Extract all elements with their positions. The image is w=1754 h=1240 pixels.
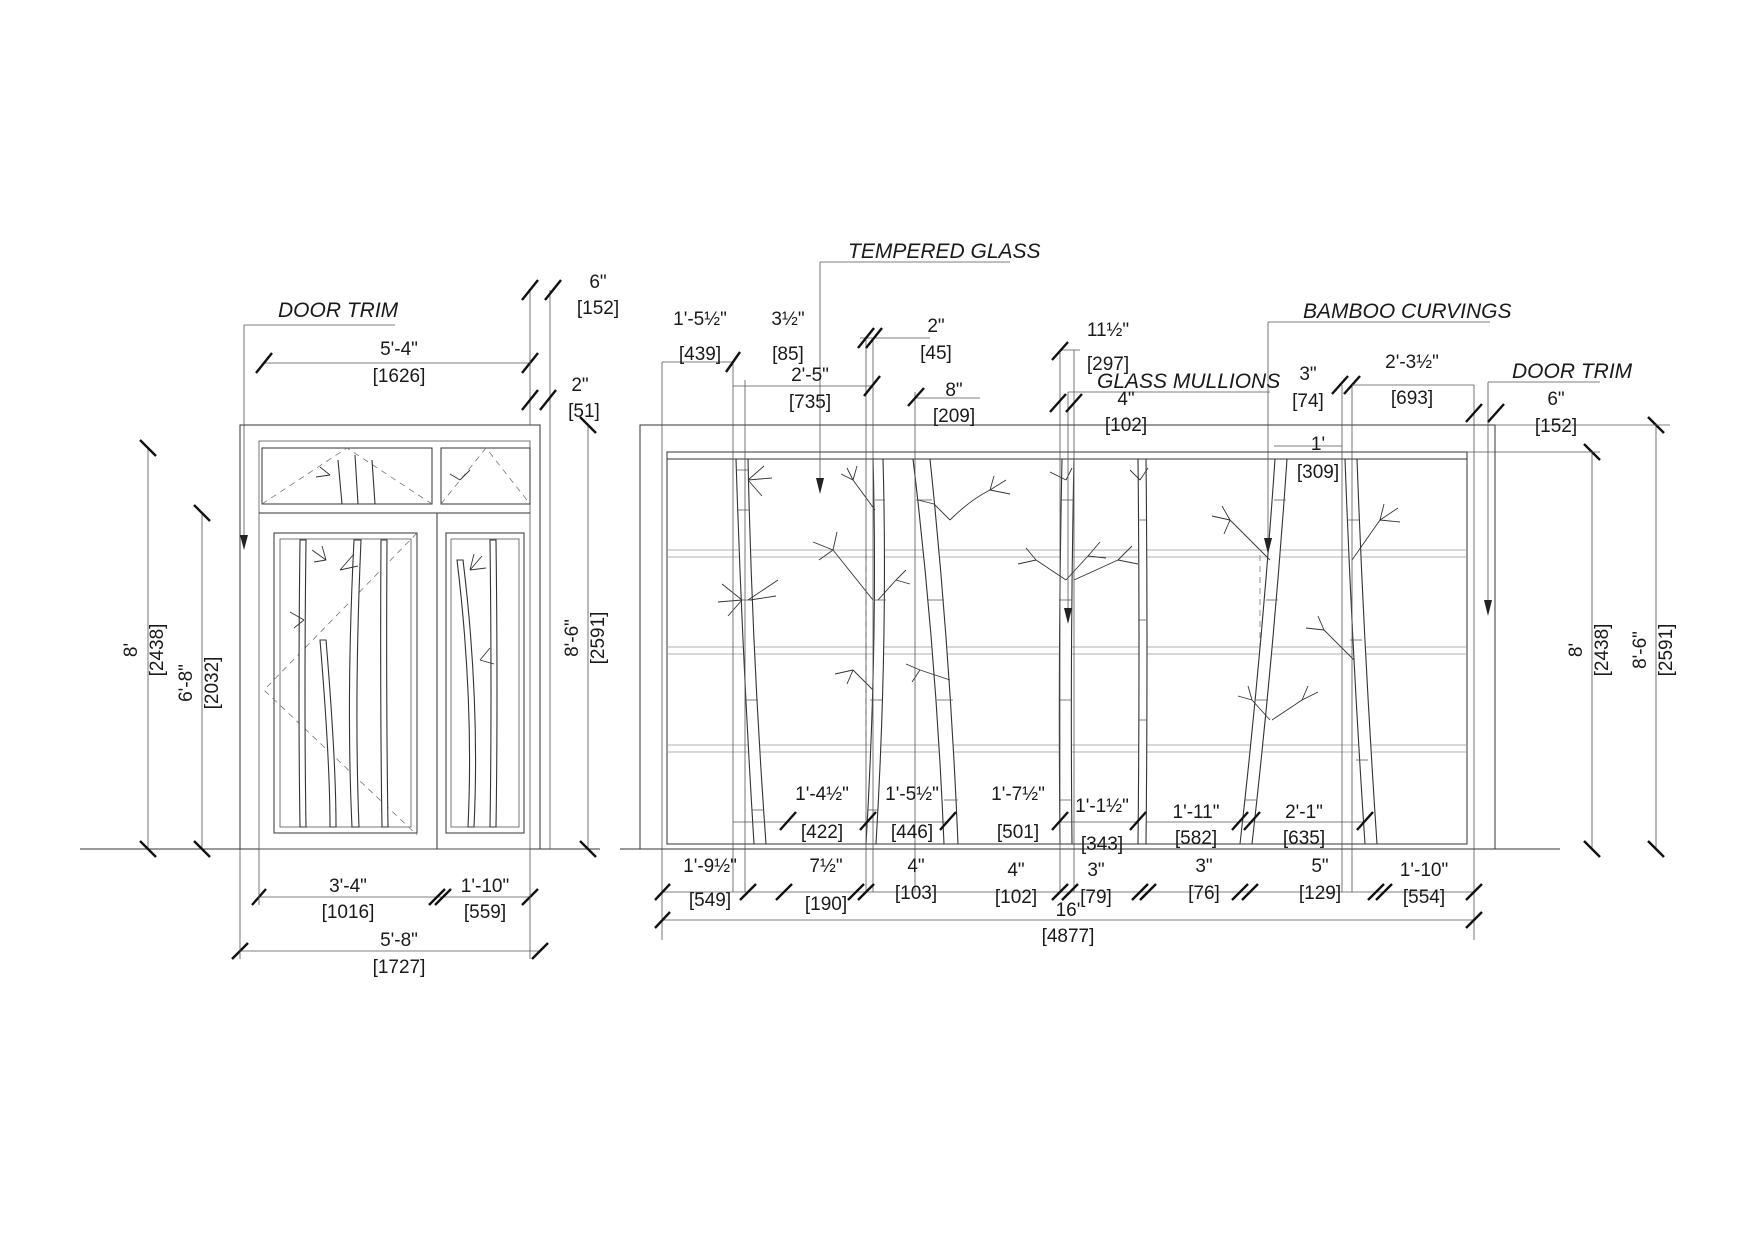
dim-top-d10-mm: [309] <box>1297 462 1339 483</box>
wall-bottom-dimension-texts: 1'-9½" [549] 7½" [190] 4" [103] 4" [102]… <box>683 856 1448 947</box>
door-elevation <box>80 424 600 850</box>
dim-frame-height: 8'-6" <box>562 619 583 657</box>
dim-door-top-width: 5'-4" <box>380 339 418 360</box>
dim-top-d6: 11½" <box>1087 320 1129 341</box>
dim-door-leaf-width-mm: [1016] <box>322 902 375 923</box>
dim-top-d3-mm: [735] <box>789 392 831 413</box>
dim-top-d2: 3½" <box>771 309 804 330</box>
label-tempered-glass: TEMPERED GLASS <box>848 240 1041 263</box>
dim-mid-m2: 1'-5½" <box>885 784 939 805</box>
dim-top-d5: 8" <box>945 380 962 401</box>
dim-bottom-b4-mm: [102] <box>995 887 1037 908</box>
door-dimensions <box>139 279 597 960</box>
wall-top-dimension-texts: 1'-5½" [439] 3½" [85] 2'-5" [735] 2" [45… <box>673 309 1577 483</box>
dim-top-d1: 1'-5½" <box>673 309 727 330</box>
dim-top-d3: 2'-5" <box>791 365 829 386</box>
dim-bottom-b3-mm: [103] <box>895 883 937 904</box>
dim-top-d9: 2'-3½" <box>1385 352 1439 373</box>
dim-bottom-b4: 4" <box>1007 860 1024 881</box>
dim-door-overall-height: 8' <box>121 643 142 657</box>
dim-top-d6-mm: [297] <box>1087 354 1129 375</box>
dim-trim-top-mm: [152] <box>577 298 619 319</box>
dim-top-d8-mm: [74] <box>1292 391 1324 412</box>
dim-wall-glass-height: 8' <box>1566 643 1587 657</box>
dim-trim-top: 6" <box>589 272 606 293</box>
dim-bottom-b2-mm: [190] <box>805 894 847 915</box>
dim-top-d5-mm: [209] <box>933 406 975 427</box>
label-bamboo-curvings: BAMBOO CURVINGS <box>1303 300 1511 323</box>
dim-mid-m2-mm: [446] <box>891 822 933 843</box>
dim-top-d8: 3" <box>1299 364 1316 385</box>
dim-top-d9-mm: [693] <box>1391 388 1433 409</box>
dim-door-height: 6'-8" <box>176 664 197 702</box>
dim-mid-m3: 1'-7½" <box>991 784 1045 805</box>
dim-top-d11-mm: [152] <box>1535 416 1577 437</box>
wall-dimensions <box>654 261 1670 940</box>
dim-mid-m1-mm: [422] <box>801 822 843 843</box>
dim-bottom-b1: 1'-9½" <box>683 856 737 877</box>
dim-door-top-width-mm: [1626] <box>373 366 426 387</box>
wall-mid-dimension-texts: 1'-4½" [422] 1'-5½" [446] 1'-7½" [501] 1… <box>795 784 1325 855</box>
dim-top-d10: 1' <box>1311 434 1325 455</box>
label-door-trim-right: DOOR TRIM <box>1512 360 1633 383</box>
dim-mid-m4: 1'-1½" <box>1075 796 1129 817</box>
dim-bottom-b2: 7½" <box>809 856 842 877</box>
dim-top-d4-mm: [45] <box>920 343 952 364</box>
dim-door-leaf-width: 3'-4" <box>329 876 367 897</box>
dim-bottom-b7: 5" <box>1311 856 1328 877</box>
dim-bottom-b7-mm: [129] <box>1299 883 1341 904</box>
dim-mid-m5: 1'-11" <box>1173 802 1220 823</box>
door-dimension-texts: DOOR TRIM 5'-4" [1626] 6" [152] 2" [51] … <box>121 272 619 978</box>
dim-sidelight-width: 1'-10" <box>461 876 509 897</box>
dim-door-height-mm: [2032] <box>202 657 223 710</box>
dim-mid-m4-mm: [343] <box>1081 834 1123 855</box>
dim-wall-total-height-mm: [2591] <box>1656 624 1677 677</box>
dim-trim-side: 2" <box>571 375 588 396</box>
dim-top-d7: 4" <box>1117 389 1134 410</box>
dim-bottom-b5: 3" <box>1087 860 1104 881</box>
dim-mid-m6: 2'-1" <box>1285 802 1323 823</box>
dim-mid-m1: 1'-4½" <box>795 784 849 805</box>
dim-door-overall-height-mm: [2438] <box>147 624 168 677</box>
dim-mid-m6-mm: [635] <box>1283 828 1325 849</box>
dim-door-overall-width: 5'-8" <box>380 930 418 951</box>
dim-bottom-b1-mm: [549] <box>689 890 731 911</box>
dim-wall-overall-width-mm: [4877] <box>1042 926 1095 947</box>
dim-bottom-b6: 3" <box>1195 856 1212 877</box>
dim-wall-glass-height-mm: [2438] <box>1592 624 1613 677</box>
dim-bottom-b8-mm: [554] <box>1403 887 1445 908</box>
dim-mid-m3-mm: [501] <box>997 822 1039 843</box>
wall-elevation <box>620 424 1560 850</box>
dim-frame-height-mm: [2591] <box>588 612 609 665</box>
dim-mid-m5-mm: [582] <box>1175 828 1217 849</box>
dim-wall-overall-width: 16' <box>1056 900 1081 921</box>
dim-top-d4: 2" <box>927 316 944 337</box>
dim-wall-total-height: 8'-6" <box>1630 631 1651 669</box>
label-door-trim-left: DOOR TRIM <box>278 299 399 322</box>
label-glass-mullions: GLASS MULLIONS <box>1097 370 1280 393</box>
wall-height-texts: 8' [2438] 8'-6" [2591] <box>1566 624 1677 677</box>
dim-top-d11: 6" <box>1547 389 1564 410</box>
dim-bottom-b6-mm: [76] <box>1188 883 1220 904</box>
dim-bottom-b5-mm: [79] <box>1080 887 1112 908</box>
dim-bottom-b8: 1'-10" <box>1400 860 1448 881</box>
dim-top-d1-mm: [439] <box>679 344 721 365</box>
dim-door-overall-width-mm: [1727] <box>373 957 426 978</box>
dim-top-d2-mm: [85] <box>772 344 804 365</box>
wall-labels: TEMPERED GLASS BAMBOO CURVINGS GLASS MUL… <box>848 240 1633 393</box>
dim-bottom-b3: 4" <box>907 856 924 877</box>
dim-trim-side-mm: [51] <box>568 401 600 422</box>
dim-top-d7-mm: [102] <box>1105 415 1147 436</box>
dim-sidelight-width-mm: [559] <box>464 902 506 923</box>
